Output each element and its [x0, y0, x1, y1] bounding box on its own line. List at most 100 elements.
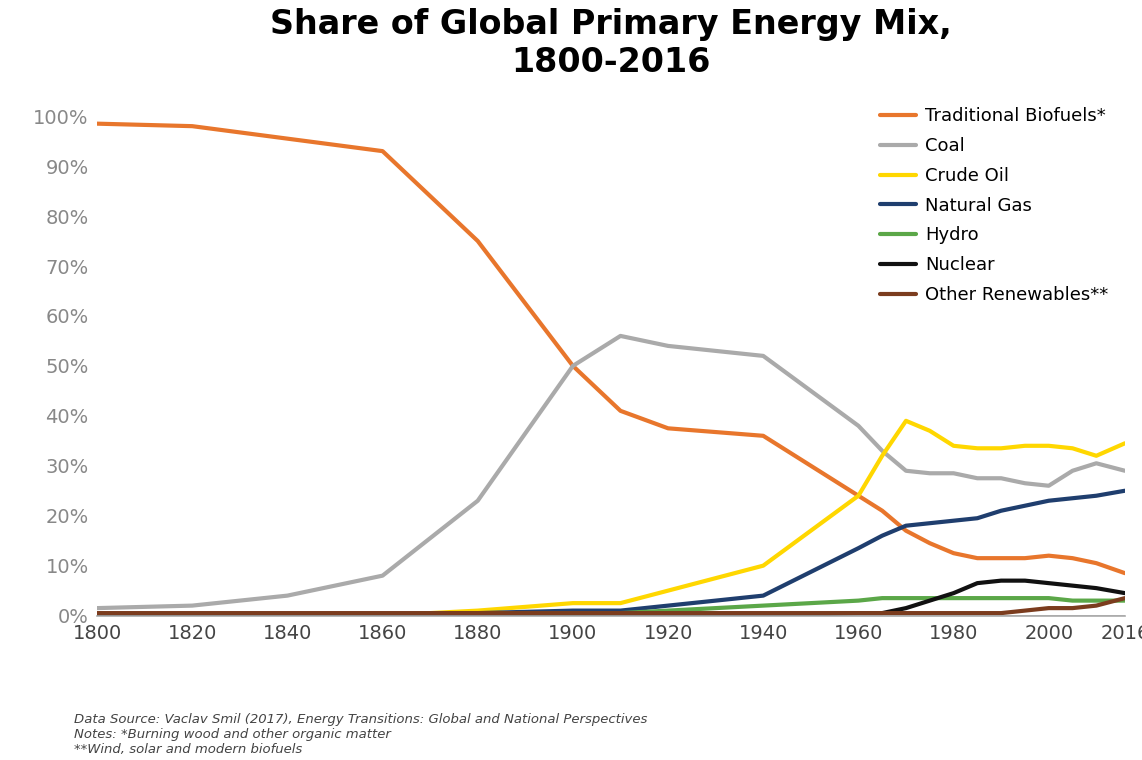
Natural Gas [995, 506, 1008, 515]
Nuclear [923, 596, 936, 605]
Traditional Biofuels* [566, 361, 580, 370]
Natural Gas [1018, 501, 1031, 510]
Crude Oil [995, 444, 1008, 453]
Other Renewables** [376, 609, 389, 618]
Coal [185, 601, 199, 610]
Other Renewables** [1042, 603, 1055, 613]
Other Renewables** [1065, 603, 1079, 613]
Nuclear [995, 576, 1008, 585]
Traditional Biofuels* [995, 553, 1008, 562]
Traditional Biofuels* [90, 119, 104, 128]
Coal [281, 591, 295, 600]
Other Renewables** [899, 609, 912, 618]
Hydro [1089, 596, 1103, 605]
Coal [756, 351, 770, 360]
Traditional Biofuels* [661, 424, 675, 433]
Nuclear [852, 609, 866, 618]
Nuclear [899, 603, 912, 613]
Coal [376, 571, 389, 580]
Line: Natural Gas: Natural Gas [97, 491, 1125, 616]
Coal [875, 446, 888, 455]
Crude Oil [875, 451, 888, 461]
Hydro [756, 601, 770, 610]
Other Renewables** [566, 609, 580, 618]
Text: Data Source: Vaclav Smil (2017), Energy Transitions: Global and National Perspec: Data Source: Vaclav Smil (2017), Energy … [74, 713, 648, 756]
Nuclear [1042, 578, 1055, 587]
Traditional Biofuels* [947, 549, 960, 558]
Crude Oil [376, 611, 389, 620]
Crude Oil [923, 426, 936, 435]
Nuclear [661, 611, 675, 620]
Crude Oil [281, 611, 295, 620]
Natural Gas [923, 518, 936, 527]
Crude Oil [1018, 442, 1031, 451]
Line: Traditional Biofuels*: Traditional Biofuels* [97, 124, 1125, 573]
Other Renewables** [471, 609, 484, 618]
Crude Oil [661, 586, 675, 595]
Natural Gas [185, 611, 199, 620]
Traditional Biofuels* [1042, 551, 1055, 560]
Natural Gas [947, 516, 960, 525]
Traditional Biofuels* [756, 431, 770, 440]
Hydro [947, 594, 960, 603]
Crude Oil [1065, 444, 1079, 453]
Hydro [875, 594, 888, 603]
Nuclear [471, 611, 484, 620]
Nuclear [281, 611, 295, 620]
Nuclear [1089, 584, 1103, 593]
Coal [923, 469, 936, 478]
Coal [566, 361, 580, 370]
Hydro [90, 611, 104, 620]
Natural Gas [1118, 486, 1132, 496]
Coal [852, 421, 866, 430]
Crude Oil [1042, 442, 1055, 451]
Natural Gas [471, 609, 484, 618]
Crude Oil [1089, 451, 1103, 461]
Line: Crude Oil: Crude Oil [97, 421, 1125, 616]
Nuclear [90, 611, 104, 620]
Hydro [995, 594, 1008, 603]
Traditional Biofuels* [852, 491, 866, 500]
Hydro [185, 611, 199, 620]
Coal [471, 496, 484, 505]
Natural Gas [1065, 494, 1079, 503]
Natural Gas [90, 611, 104, 620]
Coal [1018, 479, 1031, 488]
Natural Gas [971, 514, 984, 523]
Other Renewables** [947, 609, 960, 618]
Traditional Biofuels* [281, 134, 295, 143]
Hydro [1065, 596, 1079, 605]
Natural Gas [1042, 496, 1055, 505]
Nuclear [1065, 581, 1079, 591]
Coal [947, 469, 960, 478]
Title: Share of Global Primary Energy Mix,
1800-2016: Share of Global Primary Energy Mix, 1800… [271, 8, 951, 79]
Coal [661, 341, 675, 350]
Hydro [852, 596, 866, 605]
Other Renewables** [90, 609, 104, 618]
Crude Oil [971, 444, 984, 453]
Traditional Biofuels* [1118, 568, 1132, 578]
Other Renewables** [1118, 594, 1132, 603]
Other Renewables** [852, 609, 866, 618]
Natural Gas [875, 531, 888, 540]
Hydro [899, 594, 912, 603]
Traditional Biofuels* [875, 506, 888, 515]
Crude Oil [852, 491, 866, 500]
Natural Gas [376, 611, 389, 620]
Coal [899, 466, 912, 475]
Natural Gas [661, 601, 675, 610]
Crude Oil [566, 599, 580, 608]
Nuclear [756, 611, 770, 620]
Coal [971, 473, 984, 483]
Natural Gas [852, 543, 866, 553]
Traditional Biofuels* [923, 539, 936, 548]
Other Renewables** [1018, 606, 1031, 615]
Traditional Biofuels* [1018, 553, 1031, 562]
Hydro [376, 611, 389, 620]
Nuclear [1118, 588, 1132, 597]
Nuclear [566, 611, 580, 620]
Traditional Biofuels* [1065, 553, 1079, 562]
Other Renewables** [281, 609, 295, 618]
Natural Gas [1089, 491, 1103, 500]
Coal [90, 603, 104, 613]
